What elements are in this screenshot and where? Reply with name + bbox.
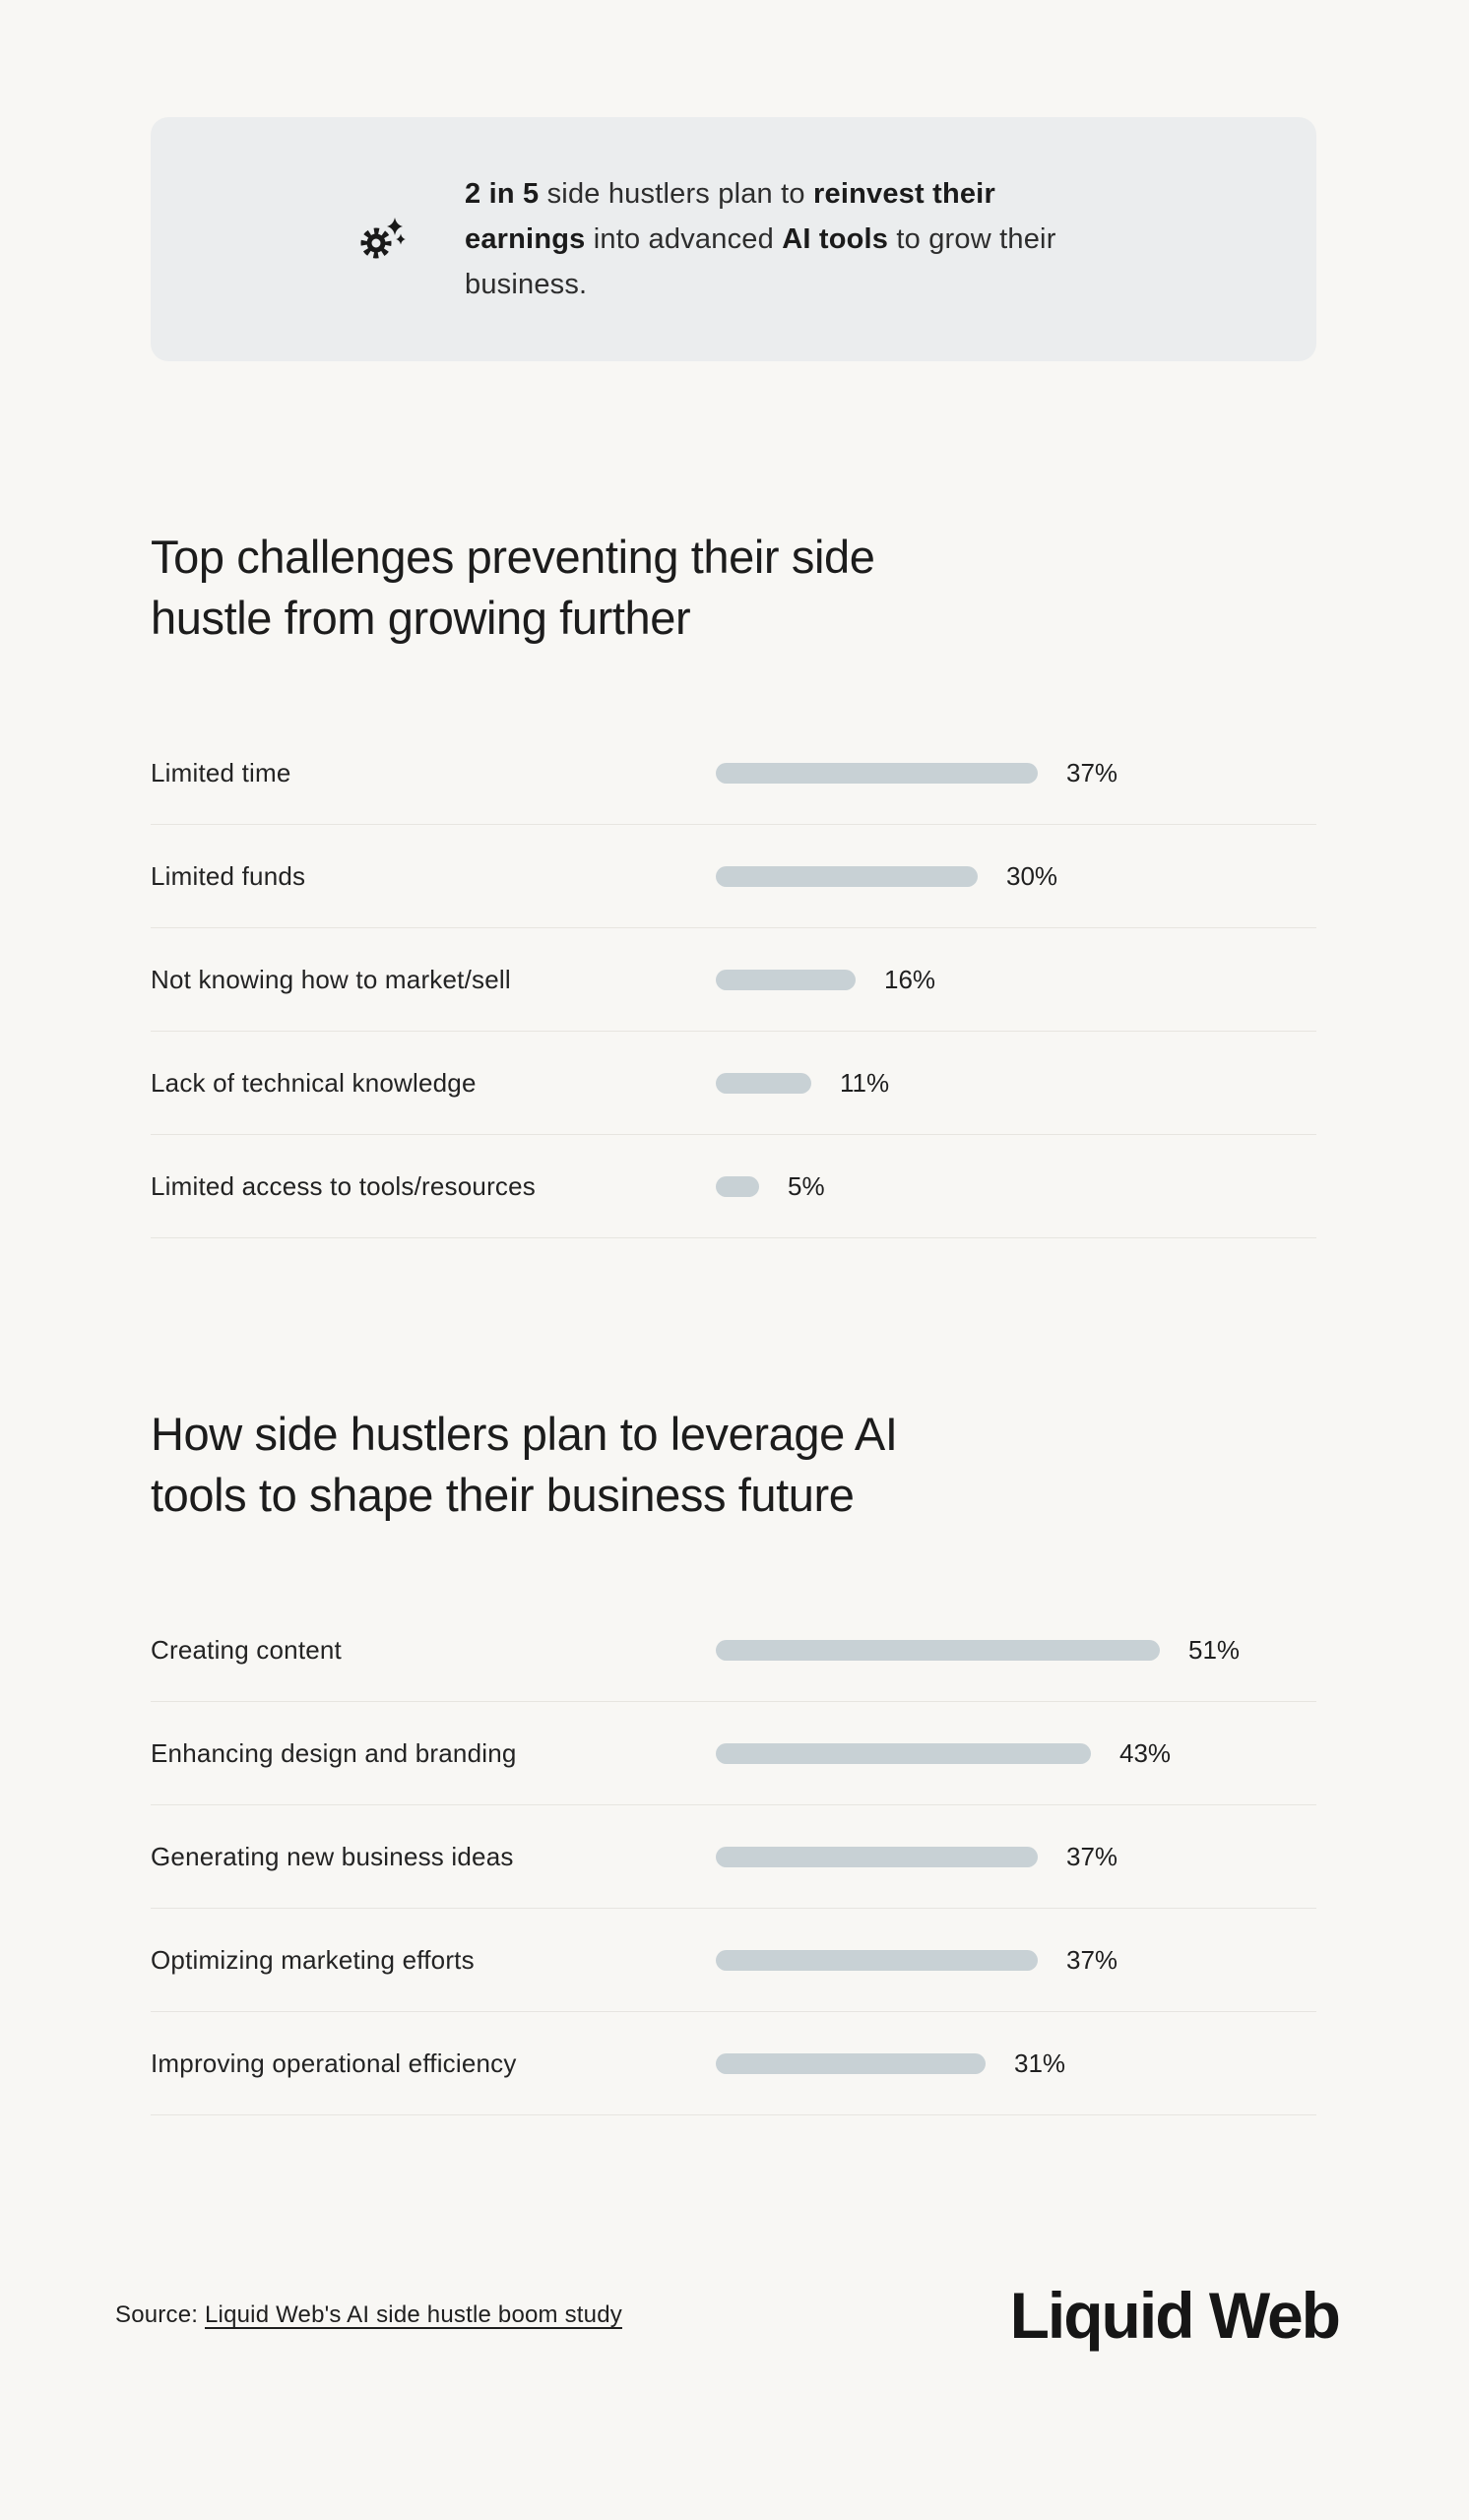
key-stat-regular-text: side hustlers plan to bbox=[539, 178, 813, 210]
chart-row: Limited access to tools/resources 5% bbox=[151, 1135, 1316, 1238]
chart-row-value: 37% bbox=[1066, 1944, 1118, 1975]
key-stat-regular-text: to grow their bbox=[888, 223, 1056, 255]
chart-row-label: Enhancing design and branding bbox=[151, 1737, 517, 1768]
chart-row-value: 30% bbox=[1006, 860, 1058, 891]
chart-row: Generating new business ideas 37% bbox=[151, 1805, 1316, 1909]
chart-row: Limited time 37% bbox=[151, 722, 1316, 825]
chart-row-bar bbox=[716, 865, 978, 887]
chart-row-value: 31% bbox=[1014, 2048, 1066, 2078]
key-stat-callout: 2 in 5 side hustlers plan to reinvest th… bbox=[151, 117, 1316, 361]
footer: Source: Liquid Web's AI side hustle boom… bbox=[115, 2279, 1341, 2352]
source-link[interactable]: Liquid Web's AI side hustle boom study bbox=[204, 2301, 622, 2328]
chart-row-bar bbox=[716, 1072, 811, 1094]
chart-row-value: 43% bbox=[1119, 1737, 1172, 1768]
chart-row-label: Lack of technical knowledge bbox=[151, 1067, 477, 1098]
chart-row-value: 37% bbox=[1066, 757, 1118, 788]
chart-section-challenges: Top challenges preventing their side hus… bbox=[151, 527, 1316, 1238]
chart-row-value: 5% bbox=[788, 1170, 825, 1201]
chart-row-value: 16% bbox=[884, 964, 936, 994]
chart-row-bar bbox=[716, 1846, 1038, 1867]
source-prefix: Source: bbox=[115, 2301, 205, 2328]
key-stat-bold-text: reinvest their bbox=[813, 178, 995, 210]
chart-section-ai-plans: How side hustlers plan to leverage AI to… bbox=[151, 1404, 1316, 2115]
chart-row-label: Creating content bbox=[151, 1634, 342, 1665]
chart-row-label: Limited access to tools/resources bbox=[151, 1170, 536, 1201]
chart-row-label: Limited time bbox=[151, 757, 291, 788]
chart-row: Optimizing marketing efforts 37% bbox=[151, 1909, 1316, 2012]
chart-row-label: Limited funds bbox=[151, 860, 306, 891]
source-text: Source: Liquid Web's AI side hustle boom… bbox=[115, 2301, 622, 2329]
chart-row-bar bbox=[716, 1175, 759, 1197]
chart-row-value: 37% bbox=[1066, 1841, 1118, 1871]
chart-row: Improving operational efficiency 31% bbox=[151, 2012, 1316, 2115]
chart-row-bar bbox=[716, 1742, 1091, 1764]
gear-sparkle-icon bbox=[360, 216, 406, 263]
chart-row: Lack of technical knowledge 11% bbox=[151, 1032, 1316, 1135]
chart-row: Limited funds 30% bbox=[151, 825, 1316, 928]
key-stat-regular-text: business. bbox=[465, 269, 588, 300]
key-stat-text: 2 in 5 side hustlers plan to reinvest th… bbox=[465, 171, 1056, 307]
chart-row-label: Improving operational efficiency bbox=[151, 2048, 517, 2078]
chart-row-bar bbox=[716, 1949, 1038, 1971]
chart-rows-challenges: Limited time 37% Limited funds 30% Not k… bbox=[151, 722, 1316, 1238]
chart-rows-ai-plans: Creating content 51% Enhancing design an… bbox=[151, 1599, 1316, 2115]
chart-row-label: Generating new business ideas bbox=[151, 1841, 514, 1871]
chart-row-bar bbox=[716, 1639, 1160, 1661]
chart-row-bar bbox=[716, 969, 856, 990]
chart-row-value: 11% bbox=[840, 1067, 890, 1098]
key-stat-bold-text: AI tools bbox=[782, 223, 889, 255]
chart-row-label: Not knowing how to market/sell bbox=[151, 964, 511, 994]
chart-row-bar bbox=[716, 762, 1038, 784]
chart-row: Enhancing design and branding 43% bbox=[151, 1702, 1316, 1805]
key-stat-bold-text: earnings bbox=[465, 223, 586, 255]
key-stat-bold-text: 2 in 5 bbox=[465, 178, 540, 210]
key-stat-regular-text: into advanced bbox=[585, 223, 783, 255]
chart-row-label: Optimizing marketing efforts bbox=[151, 1944, 475, 1975]
chart-row-bar bbox=[716, 2052, 986, 2074]
liquid-web-logo: Liquid Web bbox=[1009, 2279, 1341, 2352]
chart-row-value: 51% bbox=[1188, 1634, 1241, 1665]
chart-row: Not knowing how to market/sell 16% bbox=[151, 928, 1316, 1032]
chart-row: Creating content 51% bbox=[151, 1599, 1316, 1702]
chart-title-challenges: Top challenges preventing their side hus… bbox=[151, 531, 875, 644]
chart-title-ai-plans: How side hustlers plan to leverage AI to… bbox=[151, 1408, 898, 1521]
